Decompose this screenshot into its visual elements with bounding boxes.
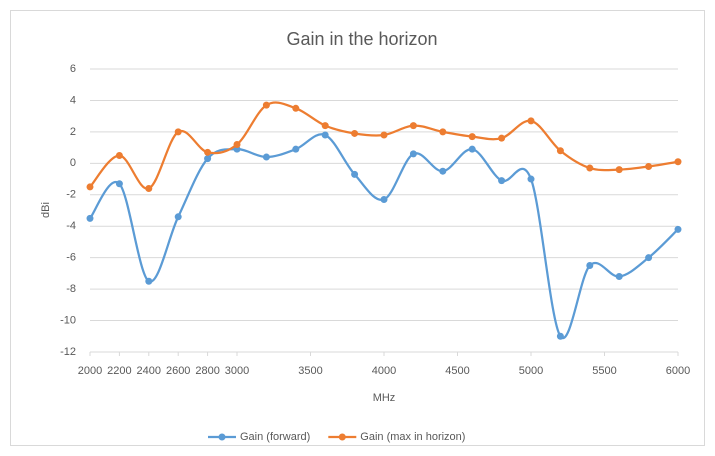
data-point <box>380 195 388 203</box>
x-tick-label: 5500 <box>592 365 616 377</box>
data-point <box>527 175 535 183</box>
chart-title: Gain in the horizon <box>286 29 437 49</box>
x-tick-label: 3500 <box>298 365 322 377</box>
legend-marker <box>338 433 346 441</box>
x-tick-label: 4000 <box>372 365 396 377</box>
y-tick-label: 6 <box>70 63 76 75</box>
y-tick-label: 0 <box>70 157 76 169</box>
data-point <box>409 122 417 130</box>
data-point <box>233 140 241 148</box>
data-point <box>468 133 476 141</box>
data-point <box>527 117 535 125</box>
data-point <box>86 214 94 222</box>
data-point <box>145 184 153 192</box>
data-point <box>204 155 212 163</box>
data-point <box>439 167 447 175</box>
data-point <box>115 151 123 159</box>
data-point <box>615 166 623 174</box>
data-point <box>292 145 300 153</box>
data-point <box>439 128 447 136</box>
y-tick-label: -12 <box>60 346 76 358</box>
x-tick-label: 2000 <box>78 365 102 377</box>
x-tick-label: 2200 <box>107 365 131 377</box>
x-tick-label: 2600 <box>166 365 190 377</box>
y-tick-label: -6 <box>66 252 76 264</box>
data-point <box>498 134 506 142</box>
x-axis-label: MHz <box>373 392 396 404</box>
x-tick-label: 2400 <box>137 365 161 377</box>
data-point <box>204 148 212 156</box>
x-tick-label: 2800 <box>195 365 219 377</box>
data-point <box>409 150 417 158</box>
data-point <box>468 145 476 153</box>
data-point <box>674 225 682 233</box>
data-point <box>262 153 270 161</box>
data-point <box>145 277 153 285</box>
x-tick-label: 4500 <box>445 365 469 377</box>
data-point <box>174 128 182 136</box>
y-tick-label: 4 <box>70 94 76 106</box>
data-point <box>645 254 653 262</box>
data-point <box>556 332 564 340</box>
data-point <box>174 213 182 221</box>
data-point <box>498 177 506 185</box>
y-tick-label: 2 <box>70 126 76 138</box>
data-point <box>586 262 594 270</box>
y-tick-label: -10 <box>60 314 76 326</box>
data-point <box>321 131 329 139</box>
x-tick-label: 5000 <box>519 365 543 377</box>
legend-marker <box>218 433 226 441</box>
chart-border <box>10 10 705 446</box>
data-point <box>86 183 94 191</box>
data-point <box>115 180 123 188</box>
y-tick-label: -8 <box>66 283 76 295</box>
legend-label: Gain (max in horizon) <box>360 431 465 443</box>
data-point <box>615 273 623 281</box>
y-tick-label: -4 <box>66 220 76 232</box>
data-point <box>351 129 359 137</box>
y-tick-label: -2 <box>66 189 76 201</box>
x-tick-label: 6000 <box>666 365 690 377</box>
data-point <box>262 101 270 109</box>
y-axis-label: dBi <box>40 202 52 218</box>
data-point <box>321 122 329 130</box>
data-point <box>674 158 682 166</box>
x-tick-label: 3000 <box>225 365 249 377</box>
data-point <box>645 162 653 170</box>
data-point <box>380 131 388 139</box>
data-point <box>556 147 564 155</box>
data-point <box>292 104 300 112</box>
data-point <box>586 164 594 172</box>
legend-label: Gain (forward) <box>240 431 310 443</box>
data-point <box>351 170 359 178</box>
